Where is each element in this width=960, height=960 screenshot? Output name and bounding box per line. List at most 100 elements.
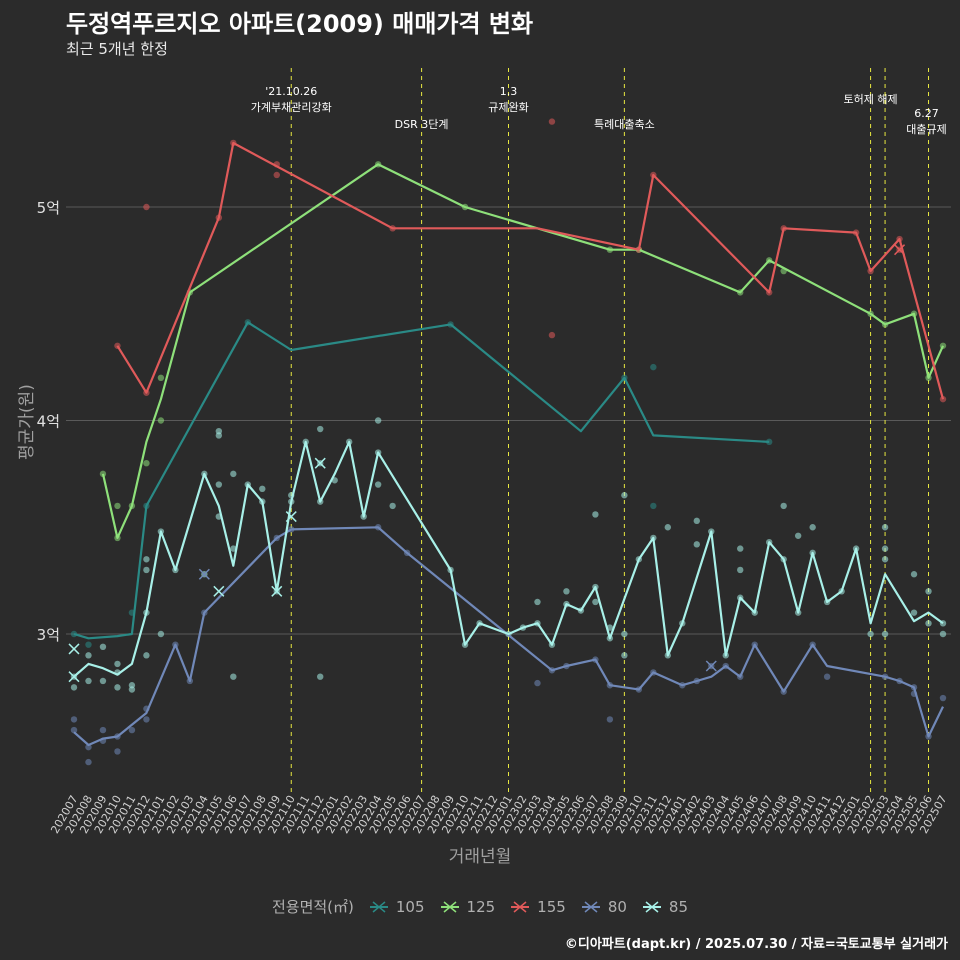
source-caption: ©디아파트(dapt.kr) / 2025.07.30 / 자료=국토교통부 실… bbox=[564, 937, 948, 952]
legend-item-155: 155 bbox=[509, 898, 566, 916]
cross-marker-80 bbox=[705, 660, 717, 672]
cross-marker-80 bbox=[198, 568, 210, 580]
scatter-point-85 bbox=[70, 684, 78, 691]
scatter-point-85 bbox=[910, 609, 918, 616]
scatter-point-85 bbox=[592, 598, 599, 606]
scatter-point-80 bbox=[99, 726, 107, 734]
event-label: '21.10.26 bbox=[265, 85, 317, 98]
scatter-point-85 bbox=[780, 502, 787, 510]
y-tick-label: 3억 bbox=[37, 626, 60, 644]
series-line-155 bbox=[116, 141, 945, 400]
scatter-point-85 bbox=[259, 485, 266, 493]
event-label: 가계부채관리강화 bbox=[251, 101, 332, 114]
scatter-point-85 bbox=[215, 432, 223, 439]
cross-marker-85 bbox=[285, 511, 297, 523]
scatter-point-85 bbox=[737, 566, 744, 574]
scatter-point-125 bbox=[157, 374, 165, 381]
legend: 전용면적(㎡) 105 125 155 80 85 bbox=[0, 896, 960, 917]
scatter-point-85 bbox=[317, 673, 324, 680]
legend-label-155: 155 bbox=[537, 897, 566, 916]
scatter-point-85 bbox=[317, 425, 324, 433]
series-line-85 bbox=[73, 440, 944, 678]
event-label: 특례대출축소 bbox=[594, 118, 655, 131]
event-label: 1.3 bbox=[500, 85, 518, 98]
scatter-point-80 bbox=[606, 716, 614, 723]
scatter-point-85 bbox=[389, 502, 396, 510]
scatter-point-85 bbox=[114, 660, 121, 668]
scatter-point-85 bbox=[693, 541, 700, 548]
scatter-point-85 bbox=[85, 652, 92, 659]
scatter-point-85 bbox=[85, 677, 92, 685]
scatter-point-85 bbox=[737, 545, 744, 552]
event-label: DSR 3단계 bbox=[395, 118, 449, 131]
scatter-point-85 bbox=[230, 545, 237, 552]
legend-label-80: 80 bbox=[607, 897, 627, 916]
scatter-point-80 bbox=[70, 716, 78, 723]
scatter-point-80 bbox=[128, 726, 136, 734]
event-label: 규제완화 bbox=[488, 101, 528, 114]
legend-item-80: 80 bbox=[580, 898, 627, 916]
scatter-point-85 bbox=[881, 556, 889, 563]
scatter-point-85 bbox=[128, 682, 136, 689]
scatter-point-85 bbox=[881, 524, 889, 531]
scatter-point-85 bbox=[99, 677, 107, 685]
scatter-point-155 bbox=[273, 171, 280, 179]
cross-marker-85 bbox=[271, 585, 283, 597]
scatter-point-85 bbox=[664, 524, 672, 531]
scatter-point-125 bbox=[157, 417, 165, 424]
scatter-point-105 bbox=[650, 502, 657, 510]
cross-marker-155 bbox=[894, 244, 906, 256]
scatter-point-85 bbox=[867, 630, 874, 638]
scatter-point-80 bbox=[70, 726, 78, 734]
scatter-point-85 bbox=[881, 630, 889, 638]
scatter-point-85 bbox=[157, 630, 165, 638]
event-label: 6.27 bbox=[914, 107, 939, 120]
scatter-point-80 bbox=[85, 758, 92, 766]
scatter-point-85 bbox=[910, 571, 918, 578]
scatter-point-105 bbox=[85, 641, 92, 648]
series-line-125 bbox=[101, 163, 945, 539]
scatter-point-85 bbox=[592, 511, 599, 518]
scatter-point-85 bbox=[374, 417, 382, 424]
legend-label-85: 85 bbox=[668, 897, 688, 916]
legend-label-125: 125 bbox=[466, 897, 496, 916]
scatter-point-80 bbox=[85, 743, 92, 751]
legend-item-125: 125 bbox=[439, 897, 496, 916]
scatter-point-85 bbox=[114, 684, 121, 691]
scatter-point-155 bbox=[548, 118, 556, 125]
scatter-point-85 bbox=[621, 652, 628, 659]
event-label: 대출규제 bbox=[906, 123, 946, 136]
scatter-point-85 bbox=[374, 481, 382, 488]
series-line-80 bbox=[73, 526, 944, 747]
scatter-point-125 bbox=[143, 460, 150, 467]
scatter-point-85 bbox=[925, 620, 932, 627]
scatter-point-125 bbox=[114, 502, 121, 510]
legend-item-105: 105 bbox=[368, 898, 425, 916]
series-line-105 bbox=[73, 321, 770, 640]
event-label: 토허제 해제 bbox=[844, 92, 898, 106]
scatter-point-85 bbox=[925, 588, 932, 595]
scatter-point-85 bbox=[230, 470, 237, 478]
legend-label-105: 105 bbox=[395, 897, 425, 916]
scatter-point-85 bbox=[794, 532, 802, 539]
scatter-point-85 bbox=[534, 598, 541, 606]
chart-title: 두정역푸르지오 아파트(2009) 매매가격 변화 bbox=[66, 10, 534, 38]
scatter-point-80 bbox=[114, 748, 121, 755]
cross-marker-85 bbox=[68, 643, 80, 655]
scatter-point-85 bbox=[143, 556, 150, 563]
scatter-point-80 bbox=[823, 673, 831, 680]
chart-subtitle: 최근 5개년 한정 bbox=[66, 40, 168, 58]
scatter-point-85 bbox=[563, 588, 570, 595]
scatter-point-85 bbox=[881, 545, 889, 552]
y-tick-label: 5억 bbox=[37, 199, 60, 217]
scatter-point-85 bbox=[143, 566, 150, 574]
scatter-point-80 bbox=[534, 679, 541, 687]
scatter-point-125 bbox=[99, 470, 107, 478]
scatter-point-155 bbox=[548, 331, 556, 339]
scatter-point-85 bbox=[809, 524, 816, 531]
scatter-point-85 bbox=[621, 630, 628, 638]
scatter-point-155 bbox=[143, 203, 150, 211]
scatter-point-80 bbox=[143, 716, 150, 723]
scatter-point-85 bbox=[939, 630, 947, 638]
